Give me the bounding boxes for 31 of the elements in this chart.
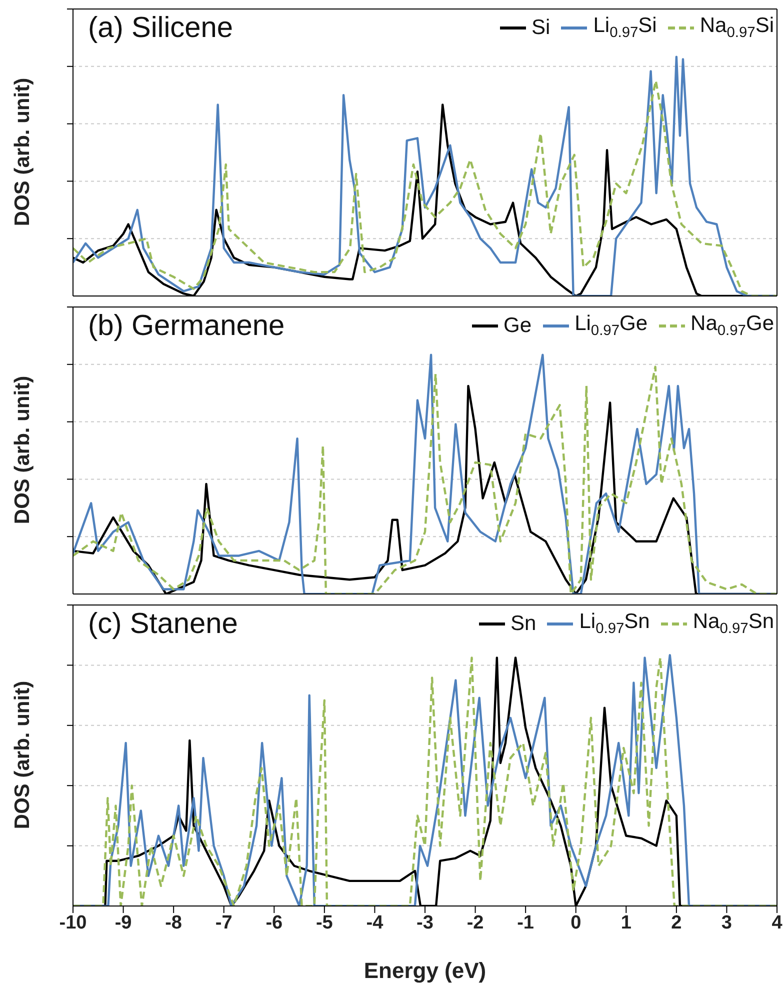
y-axis-title: DOS (arb. unit) [11,680,35,830]
legend-label: Na$_{0.97}$Ge [690,312,774,340]
x-tick-label: -4 [366,912,384,934]
x-tick-label: -8 [165,912,182,934]
chart-title: (b) Germanene [88,310,285,342]
x-tick-label: -1 [517,912,534,934]
chart-title: (a) Silicene [88,12,234,44]
x-tick-label: 3 [721,912,732,934]
chart-title: (c) Stanene [88,608,238,640]
x-tick-label: -9 [114,912,132,934]
legend-label: Li$_{0.97}$Sn [579,610,650,638]
y-axis-title: DOS (arb. unit) [11,376,35,524]
legend-label: Sn [510,612,536,635]
x-tick-label: -7 [215,912,232,934]
legend-label: Li$_{0.97}$Si [593,14,657,42]
x-tick-label: -3 [416,912,434,934]
x-tick-label: -10 [59,912,87,934]
x-tick-label: 2 [671,912,682,934]
legend-label: Na$_{0.97}$Sn [692,610,774,638]
x-tick-label: -5 [316,912,334,934]
legend-label: Si [532,16,550,39]
x-tick-label: 0 [570,912,582,934]
legend-label: Ge [504,314,532,337]
x-tick-label: -6 [266,912,283,934]
legend-label: Li$_{0.97}$Ge [574,312,648,340]
x-tick-label: 4 [772,912,783,934]
x-axis-title: Energy (eV) [364,958,486,983]
y-axis-title: DOS (arb. unit) [11,78,35,226]
x-tick-label: -2 [466,912,484,934]
legend-label: Na$_{0.97}$Si [700,14,774,42]
x-tick-label: 1 [620,912,632,934]
